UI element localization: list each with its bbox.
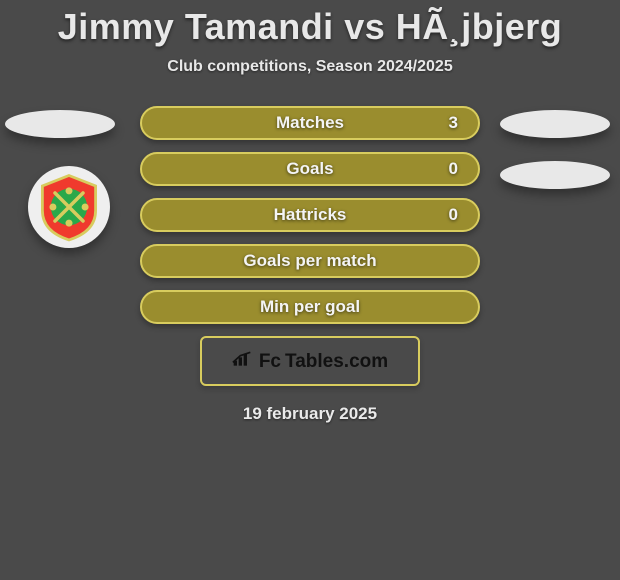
player-left-slot	[5, 110, 115, 138]
stat-label: Min per goal	[142, 297, 478, 317]
update-date: 19 february 2025	[0, 404, 620, 424]
stat-bar-min-per-goal: Min per goal	[140, 290, 480, 324]
comparison-content: Matches 3 Goals 0 Hattricks 0 Goals per …	[0, 106, 620, 424]
stat-bar-goals-per-match: Goals per match	[140, 244, 480, 278]
brand-prefix: Fc	[259, 351, 281, 373]
stat-value: 0	[449, 159, 458, 179]
club-badge-svg	[34, 172, 104, 242]
club-badge	[28, 166, 110, 248]
subtitle: Club competitions, Season 2024/2025	[0, 58, 620, 76]
stat-label: Matches	[142, 113, 478, 133]
stat-bar-goals: Goals 0	[140, 152, 480, 186]
player-right-slot-2	[500, 161, 610, 189]
brand-pill[interactable]: FcTables.com	[200, 336, 420, 386]
bar-chart-icon	[232, 350, 252, 368]
stat-value: 0	[449, 205, 458, 225]
page-title: Jimmy Tamandi vs HÃ¸jbjerg	[0, 0, 620, 48]
stat-label: Goals	[142, 159, 478, 179]
stat-value: 3	[449, 113, 458, 133]
stat-label: Goals per match	[142, 251, 478, 271]
stat-bars: Matches 3 Goals 0 Hattricks 0 Goals per …	[140, 106, 480, 324]
brand-logo: FcTables.com	[232, 349, 388, 373]
player-right-slot-1	[500, 110, 610, 138]
stat-label: Hattricks	[142, 205, 478, 225]
stat-bar-matches: Matches 3	[140, 106, 480, 140]
brand-suffix: Tables.com	[285, 351, 388, 373]
stat-bar-hattricks: Hattricks 0	[140, 198, 480, 232]
